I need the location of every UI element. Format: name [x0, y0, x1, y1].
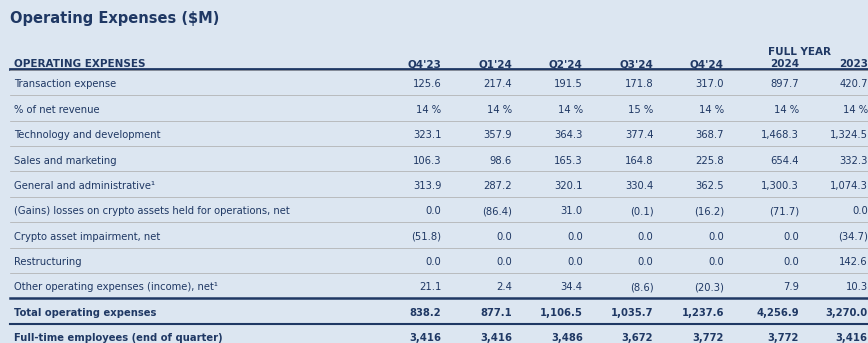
Text: 2.4: 2.4 [496, 282, 512, 292]
Text: OPERATING EXPENSES: OPERATING EXPENSES [14, 59, 146, 69]
Text: 332.3: 332.3 [839, 156, 868, 166]
Text: 225.8: 225.8 [695, 156, 724, 166]
Text: General and administrative¹: General and administrative¹ [14, 181, 155, 191]
Text: 0.0: 0.0 [567, 257, 582, 267]
Text: 3,270.0: 3,270.0 [825, 308, 868, 318]
Text: Transaction expense: Transaction expense [14, 80, 116, 90]
Text: (16.2): (16.2) [694, 206, 724, 216]
Text: (Gains) losses on crypto assets held for operations, net: (Gains) losses on crypto assets held for… [14, 206, 290, 216]
Text: 2024: 2024 [770, 59, 799, 69]
Text: 165.3: 165.3 [554, 156, 582, 166]
Text: 654.4: 654.4 [770, 156, 799, 166]
Text: 1,300.3: 1,300.3 [761, 181, 799, 191]
Text: % of net revenue: % of net revenue [14, 105, 100, 115]
Text: (86.4): (86.4) [483, 206, 512, 216]
Text: 0.0: 0.0 [708, 257, 724, 267]
Text: Sales and marketing: Sales and marketing [14, 156, 117, 166]
Text: 368.7: 368.7 [695, 130, 724, 140]
Text: (20.3): (20.3) [694, 282, 724, 292]
Text: 0.0: 0.0 [708, 232, 724, 241]
Text: 34.4: 34.4 [561, 282, 582, 292]
Text: 897.7: 897.7 [770, 80, 799, 90]
Text: 377.4: 377.4 [625, 130, 654, 140]
Text: 106.3: 106.3 [413, 156, 442, 166]
Text: 0.0: 0.0 [783, 232, 799, 241]
Text: 287.2: 287.2 [483, 181, 512, 191]
Text: 98.6: 98.6 [490, 156, 512, 166]
Text: FULL YEAR: FULL YEAR [768, 47, 831, 57]
Text: 1,324.5: 1,324.5 [830, 130, 868, 140]
Text: 0.0: 0.0 [496, 257, 512, 267]
Text: (51.8): (51.8) [411, 232, 442, 241]
Text: (0.1): (0.1) [629, 206, 654, 216]
Text: 171.8: 171.8 [625, 80, 654, 90]
Text: 317.0: 317.0 [695, 80, 724, 90]
Text: Q2'24: Q2'24 [549, 59, 582, 69]
Text: 14 %: 14 % [773, 105, 799, 115]
Text: 14 %: 14 % [557, 105, 582, 115]
Text: 217.4: 217.4 [483, 80, 512, 90]
Text: Restructuring: Restructuring [14, 257, 82, 267]
Text: 838.2: 838.2 [410, 308, 442, 318]
Text: 1,106.5: 1,106.5 [540, 308, 582, 318]
Text: 1,237.6: 1,237.6 [681, 308, 724, 318]
Text: 0.0: 0.0 [425, 257, 442, 267]
Text: 330.4: 330.4 [625, 181, 654, 191]
Text: 0.0: 0.0 [638, 257, 654, 267]
Text: Other operating expenses (income), net¹: Other operating expenses (income), net¹ [14, 282, 218, 292]
Text: 10.3: 10.3 [845, 282, 868, 292]
Text: 31.0: 31.0 [561, 206, 582, 216]
Text: Q4'23: Q4'23 [408, 59, 442, 69]
Text: (8.6): (8.6) [629, 282, 654, 292]
Text: 320.1: 320.1 [554, 181, 582, 191]
Text: 0.0: 0.0 [567, 232, 582, 241]
Text: Operating Expenses ($M): Operating Expenses ($M) [10, 11, 220, 26]
Text: 15 %: 15 % [628, 105, 654, 115]
Text: 2023: 2023 [838, 59, 868, 69]
Text: 0.0: 0.0 [425, 206, 442, 216]
Text: 357.9: 357.9 [483, 130, 512, 140]
Text: 877.1: 877.1 [480, 308, 512, 318]
Text: 3,772: 3,772 [693, 333, 724, 343]
Text: 0.0: 0.0 [783, 257, 799, 267]
Text: 362.5: 362.5 [695, 181, 724, 191]
Text: 3,416: 3,416 [836, 333, 868, 343]
Text: 3,416: 3,416 [480, 333, 512, 343]
Text: 21.1: 21.1 [419, 282, 442, 292]
Text: 3,486: 3,486 [551, 333, 582, 343]
Text: 0.0: 0.0 [496, 232, 512, 241]
Text: Q3'24: Q3'24 [620, 59, 654, 69]
Text: 313.9: 313.9 [413, 181, 442, 191]
Text: 323.1: 323.1 [413, 130, 442, 140]
Text: 0.0: 0.0 [852, 206, 868, 216]
Text: 14 %: 14 % [487, 105, 512, 115]
Text: 1,035.7: 1,035.7 [611, 308, 654, 318]
Text: 4,256.9: 4,256.9 [756, 308, 799, 318]
Text: 3,672: 3,672 [621, 333, 654, 343]
Text: 191.5: 191.5 [554, 80, 582, 90]
Text: 14 %: 14 % [843, 105, 868, 115]
Text: Technology and development: Technology and development [14, 130, 161, 140]
Text: Q4'24: Q4'24 [690, 59, 724, 69]
Text: Q1'24: Q1'24 [478, 59, 512, 69]
Text: 164.8: 164.8 [625, 156, 654, 166]
Text: 142.6: 142.6 [839, 257, 868, 267]
Text: (34.7): (34.7) [838, 232, 868, 241]
Text: 0.0: 0.0 [638, 232, 654, 241]
Text: 420.7: 420.7 [839, 80, 868, 90]
Text: Crypto asset impairment, net: Crypto asset impairment, net [14, 232, 161, 241]
Text: 7.9: 7.9 [783, 282, 799, 292]
Text: 1,074.3: 1,074.3 [830, 181, 868, 191]
Text: 14 %: 14 % [699, 105, 724, 115]
Text: Full-time employees (end of quarter): Full-time employees (end of quarter) [14, 333, 223, 343]
Text: 364.3: 364.3 [555, 130, 582, 140]
Text: 1,468.3: 1,468.3 [761, 130, 799, 140]
Text: 3,416: 3,416 [410, 333, 442, 343]
Text: 125.6: 125.6 [412, 80, 442, 90]
Text: (71.7): (71.7) [769, 206, 799, 216]
Text: Total operating expenses: Total operating expenses [14, 308, 157, 318]
Text: 14 %: 14 % [417, 105, 442, 115]
Text: 3,772: 3,772 [767, 333, 799, 343]
